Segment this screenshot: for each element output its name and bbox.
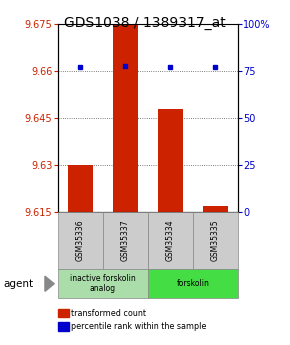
Text: agent: agent xyxy=(3,279,33,289)
Text: GSM35337: GSM35337 xyxy=(121,220,130,262)
Polygon shape xyxy=(45,276,54,291)
Text: forskolin: forskolin xyxy=(176,279,209,288)
Text: GSM35334: GSM35334 xyxy=(166,220,175,262)
Text: GSM35336: GSM35336 xyxy=(76,220,85,262)
Text: transformed count: transformed count xyxy=(71,308,146,318)
Text: percentile rank within the sample: percentile rank within the sample xyxy=(71,322,206,331)
Text: inactive forskolin
analog: inactive forskolin analog xyxy=(70,274,136,294)
Text: GDS1038 / 1389317_at: GDS1038 / 1389317_at xyxy=(64,16,226,30)
Bar xyxy=(203,206,228,212)
Bar xyxy=(68,165,93,212)
Bar xyxy=(158,109,183,212)
Bar xyxy=(113,24,138,212)
Text: GSM35335: GSM35335 xyxy=(211,220,220,262)
